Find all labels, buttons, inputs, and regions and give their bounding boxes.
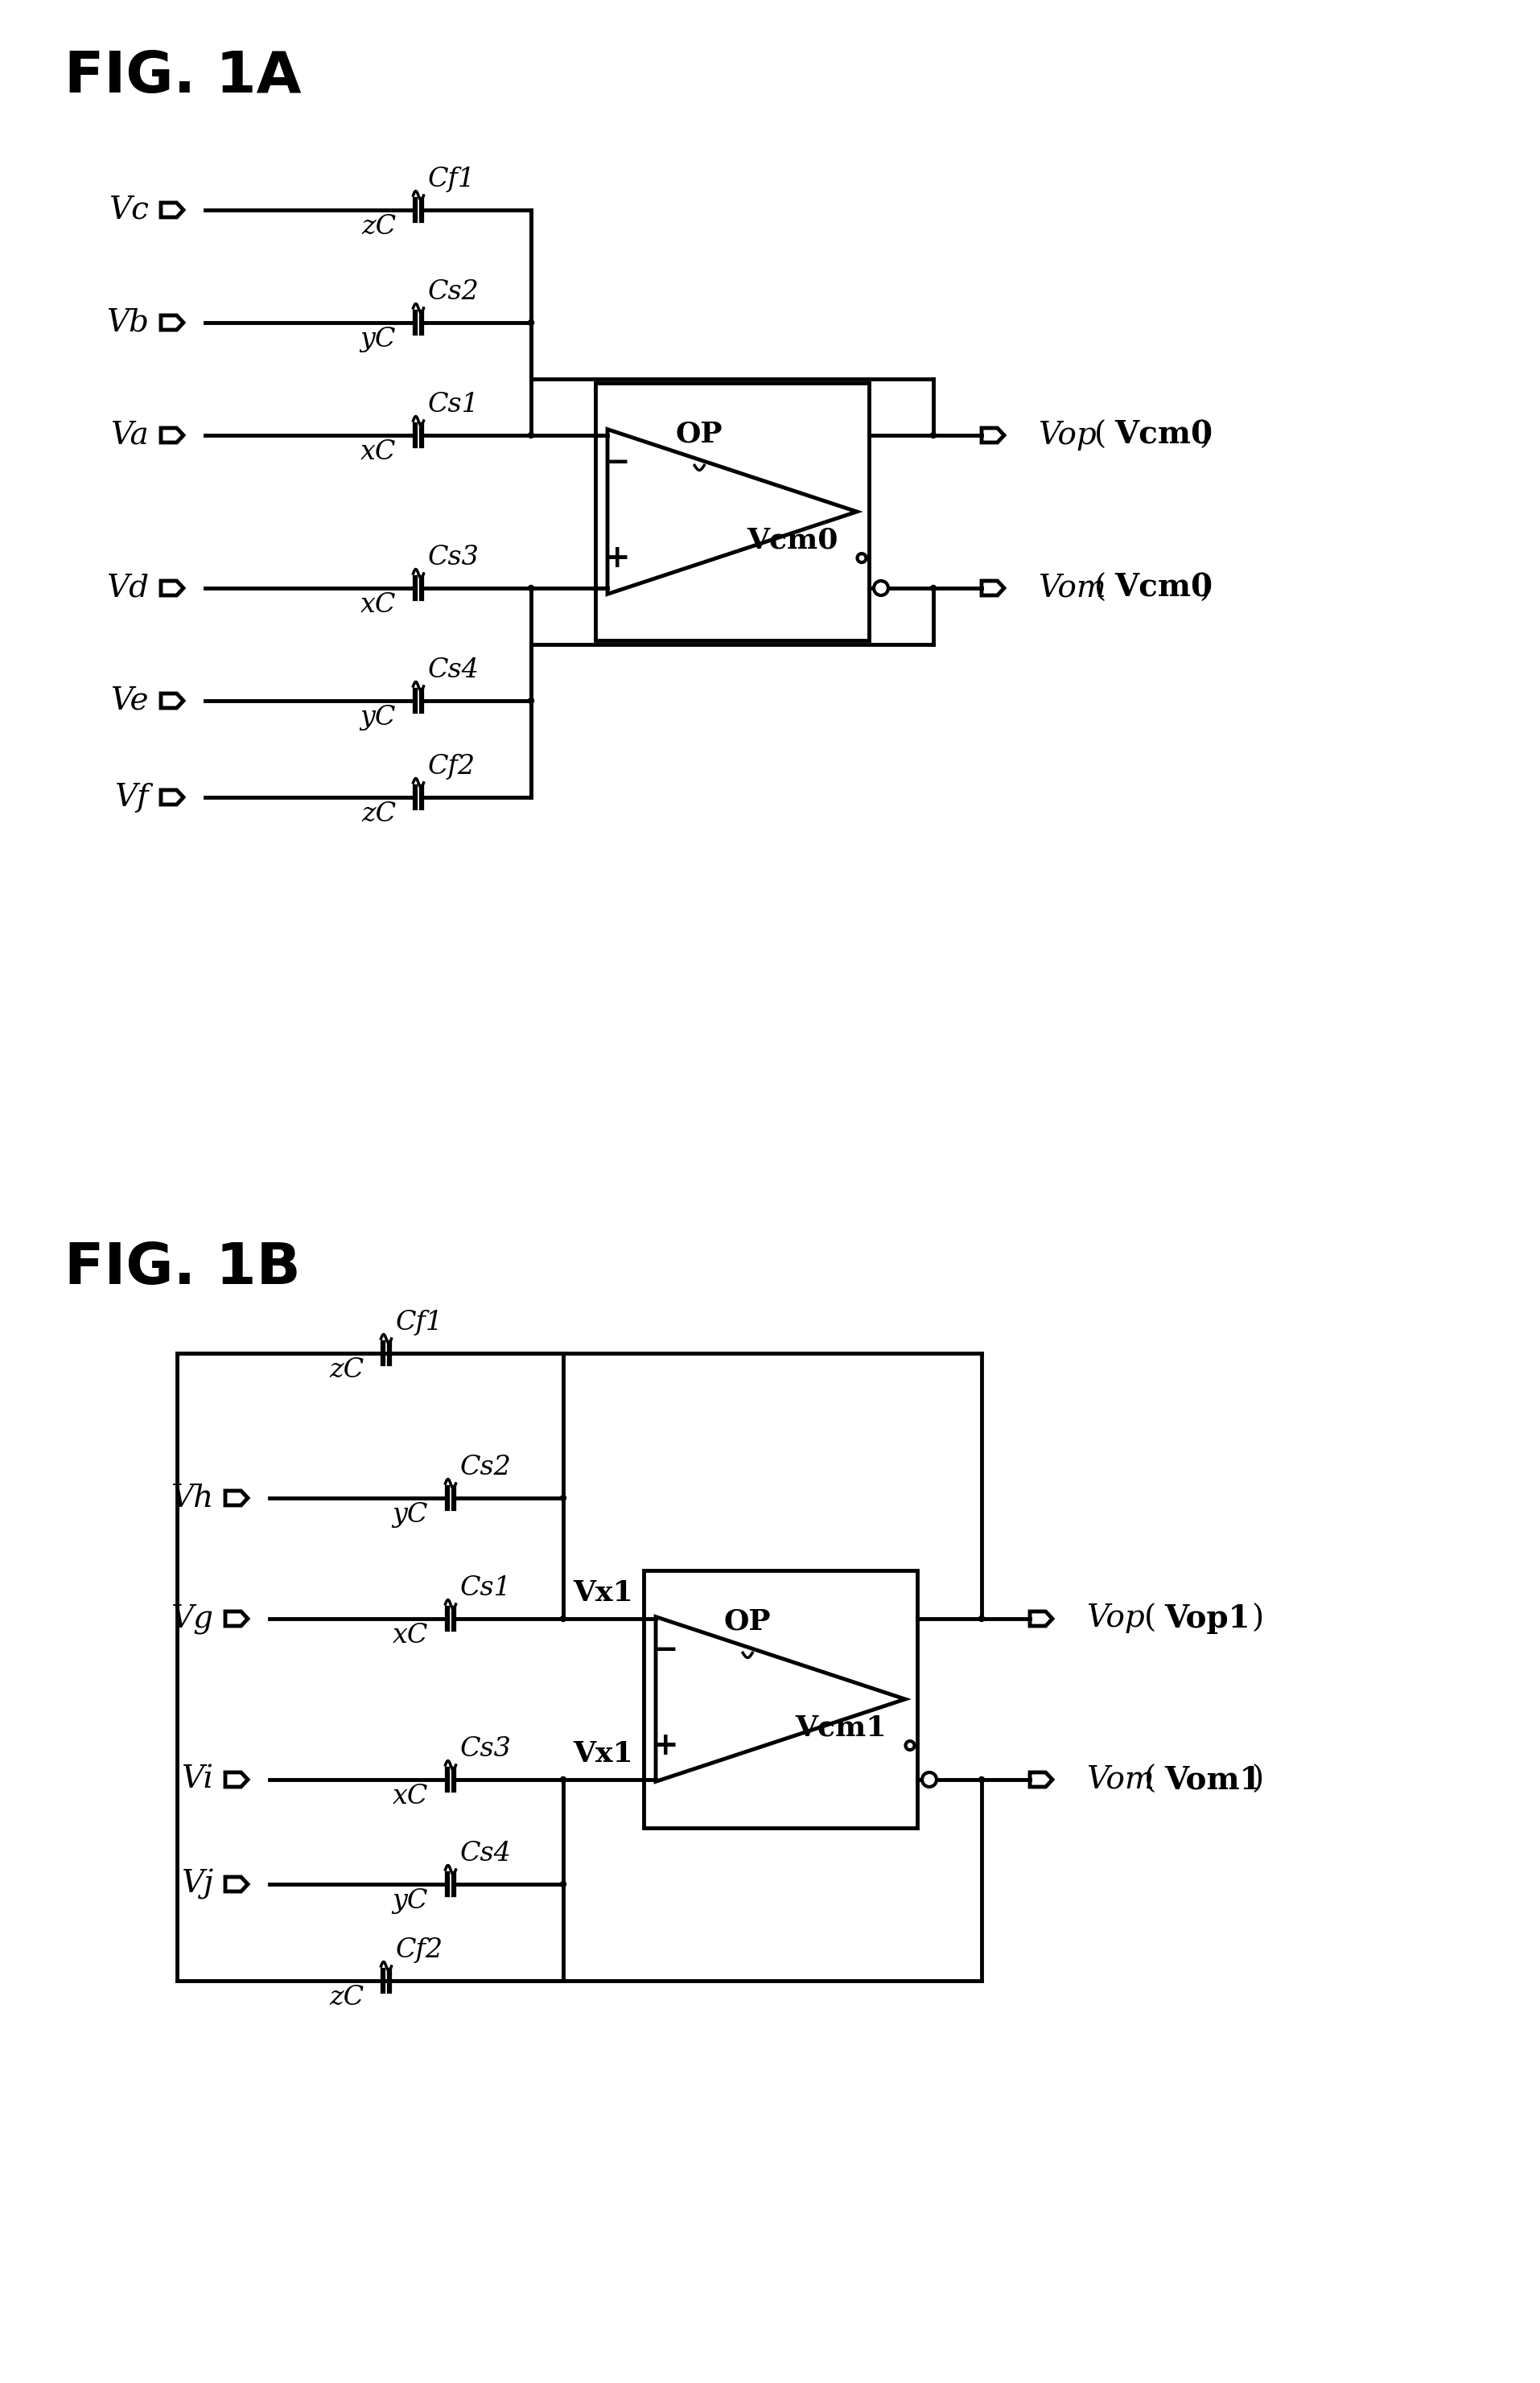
Text: ): ) <box>1250 1766 1263 1794</box>
Text: zC: zC <box>330 1358 363 1382</box>
Text: zC: zC <box>362 801 396 827</box>
Text: zC: zC <box>330 1985 363 2011</box>
Text: Ve: Ve <box>111 686 149 715</box>
Text: ): ) <box>1198 574 1210 603</box>
Text: Cs3: Cs3 <box>428 546 479 570</box>
Text: Cs1: Cs1 <box>460 1575 511 1601</box>
Text: Cf1: Cf1 <box>396 1311 444 1334</box>
Circle shape <box>979 1778 984 1782</box>
Text: xC: xC <box>360 591 396 617</box>
Text: (: ( <box>1144 1604 1157 1635</box>
Text: Vop: Vop <box>1038 419 1096 450</box>
Text: Vop1: Vop1 <box>1164 1604 1250 1635</box>
Text: Cs2: Cs2 <box>428 279 479 305</box>
Text: Vi: Vi <box>182 1766 213 1794</box>
Text: yC: yC <box>393 1501 428 1528</box>
Text: ): ) <box>1198 419 1210 450</box>
Text: Cs4: Cs4 <box>428 658 479 684</box>
Text: Cs2: Cs2 <box>460 1454 511 1480</box>
FancyBboxPatch shape <box>644 1570 918 1828</box>
Text: +: + <box>604 543 630 574</box>
Circle shape <box>561 1883 567 1887</box>
Circle shape <box>930 586 936 591</box>
Circle shape <box>561 1616 567 1620</box>
Text: Vop: Vop <box>1086 1604 1144 1635</box>
Circle shape <box>858 553 865 562</box>
Circle shape <box>930 431 936 438</box>
Text: Vd: Vd <box>106 574 149 603</box>
Text: ): ) <box>1250 1604 1263 1635</box>
Circle shape <box>922 1773 936 1787</box>
Text: yC: yC <box>360 705 396 732</box>
Text: Vcm0: Vcm0 <box>747 527 838 553</box>
Text: Vom: Vom <box>1038 574 1106 603</box>
Text: zC: zC <box>362 214 396 241</box>
Text: Cf2: Cf2 <box>396 1937 444 1964</box>
Text: Vom1: Vom1 <box>1164 1763 1261 1794</box>
Circle shape <box>873 581 889 596</box>
Text: Vg: Vg <box>171 1604 213 1635</box>
Text: +: + <box>653 1730 679 1761</box>
Text: Vh: Vh <box>171 1482 213 1513</box>
Text: OP: OP <box>676 422 722 448</box>
Text: FIG. 1B: FIG. 1B <box>65 1242 300 1296</box>
Text: yC: yC <box>360 326 396 353</box>
Text: Cs1: Cs1 <box>428 391 479 417</box>
Text: Vc: Vc <box>109 195 149 224</box>
Text: Vcm0: Vcm0 <box>1115 572 1212 603</box>
Text: Vom: Vom <box>1086 1766 1155 1794</box>
Text: OP: OP <box>724 1609 772 1635</box>
Text: −: − <box>604 448 630 479</box>
Text: yC: yC <box>393 1887 428 1914</box>
Text: Vx1: Vx1 <box>573 1740 633 1768</box>
Circle shape <box>528 319 534 326</box>
Text: Vcm0: Vcm0 <box>1115 419 1212 450</box>
Text: Vcm1: Vcm1 <box>795 1713 887 1742</box>
Circle shape <box>561 1778 567 1782</box>
Circle shape <box>528 698 534 703</box>
Text: (: ( <box>1144 1766 1157 1794</box>
Text: (: ( <box>1095 419 1107 450</box>
Text: Cs3: Cs3 <box>460 1737 511 1761</box>
Text: Cf2: Cf2 <box>428 753 476 779</box>
Text: xC: xC <box>360 438 396 465</box>
Text: Vf: Vf <box>114 782 149 813</box>
Circle shape <box>906 1742 915 1749</box>
Text: Va: Va <box>111 419 149 450</box>
Text: −: − <box>653 1635 679 1666</box>
Circle shape <box>528 431 534 438</box>
Text: Vb: Vb <box>106 307 149 338</box>
Circle shape <box>561 1494 567 1501</box>
Text: Cf1: Cf1 <box>428 167 476 193</box>
Circle shape <box>528 586 534 591</box>
Text: Vj: Vj <box>180 1868 213 1899</box>
Circle shape <box>979 1616 984 1620</box>
Text: Cs4: Cs4 <box>460 1840 511 1866</box>
FancyBboxPatch shape <box>596 384 869 641</box>
Text: FIG. 1A: FIG. 1A <box>65 50 302 105</box>
Text: xC: xC <box>393 1782 428 1809</box>
Text: (: ( <box>1095 574 1107 603</box>
Text: Vx1: Vx1 <box>573 1580 633 1606</box>
Text: xC: xC <box>393 1623 428 1649</box>
